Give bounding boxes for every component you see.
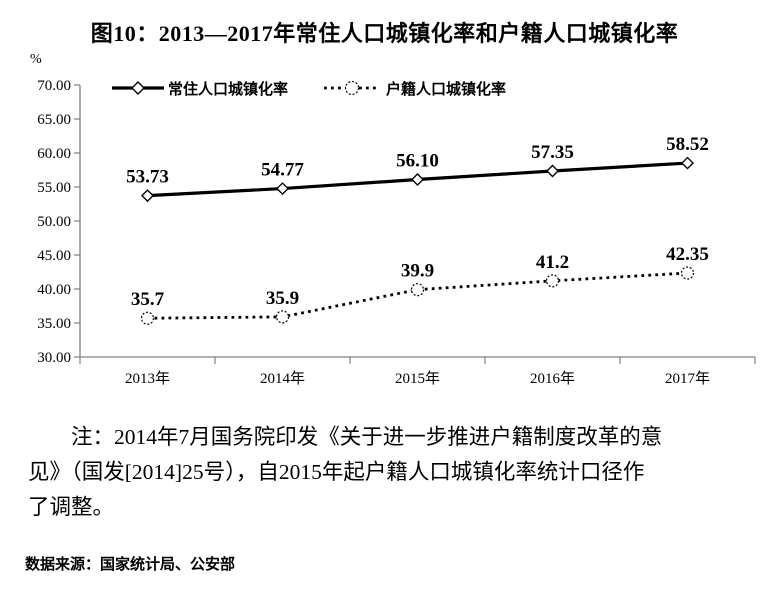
y-tick-label: 45.00 xyxy=(37,248,71,264)
note-line: 注：2014年7月国务院印发《关于进一步推进户籍制度改革的意 xyxy=(71,425,663,449)
circle-marker xyxy=(140,311,155,325)
circle-marker xyxy=(545,274,560,288)
data-label: 56.10 xyxy=(396,151,439,172)
y-axis-unit-label: % xyxy=(30,52,42,67)
circle-marker xyxy=(275,310,290,324)
y-tick-label: 55.00 xyxy=(37,180,71,196)
circle-marker xyxy=(680,266,695,280)
data-label: 57.35 xyxy=(531,142,574,163)
legend-label-resident: 常住人口城镇化率 xyxy=(168,80,288,98)
note-line: 了调整。 xyxy=(28,495,115,519)
x-tick-label: 2013年 xyxy=(125,370,170,387)
y-tick-label: 30.00 xyxy=(37,350,71,366)
diamond-marker xyxy=(141,189,154,203)
chart-title: 图10：2013—2017年常住人口城镇化率和户籍人口城镇化率 xyxy=(90,21,679,46)
y-tick-label: 65.00 xyxy=(37,112,71,128)
chart-note: 注：2014年7月国务院印发《关于进一步推进户籍制度改革的意 见》（国发[201… xyxy=(28,420,743,525)
x-tick-label: 2016年 xyxy=(530,370,575,387)
diamond-marker xyxy=(411,173,424,187)
data-source: 数据来源：国家统计局、公安部 xyxy=(25,556,236,573)
data-label: 42.35 xyxy=(666,244,709,265)
chart-svg: % 30.00 35.00 40.00 45.00 50.00 55.00 60.00 65.0… xyxy=(30,52,756,387)
data-label: 58.52 xyxy=(666,134,709,155)
y-tick-label: 60.00 xyxy=(37,146,71,162)
x-tick-label: 2015年 xyxy=(395,370,440,387)
x-tick-label: 2014年 xyxy=(260,370,305,387)
legend: 常住人口城镇化率 户籍人口城镇化率 xyxy=(112,80,506,98)
data-label: 41.2 xyxy=(536,252,569,273)
y-axis: 30.00 35.00 40.00 45.00 50.00 55.00 60.00 65.00… xyxy=(37,78,81,366)
diamond-marker xyxy=(131,81,145,95)
note-line: 见》（国发[2014]25号），自2015年起户籍人口城镇化率统计口径作 xyxy=(28,460,645,484)
circle-marker xyxy=(344,80,360,96)
diamond-marker xyxy=(681,156,694,170)
y-tick-label: 50.00 xyxy=(37,214,71,230)
y-tick-label: 40.00 xyxy=(37,282,71,298)
legend-label-hukou: 户籍人口城镇化率 xyxy=(386,80,506,98)
data-label: 54.77 xyxy=(261,160,304,181)
data-label: 35.9 xyxy=(266,288,299,309)
series-hukou: 35.7 35.9 39.9 41.2 42.35 xyxy=(131,244,709,325)
diamond-marker xyxy=(276,182,289,196)
y-tick-label: 70.00 xyxy=(37,78,71,94)
data-label: 39.9 xyxy=(401,261,434,282)
diamond-marker xyxy=(546,164,559,178)
series-resident: 53.73 54.77 56.10 57.35 58.52 xyxy=(126,134,709,203)
x-axis: 2013年 2014年 2015年 2016年 2017年 xyxy=(79,356,756,387)
x-tick-label: 2017年 xyxy=(665,370,710,387)
y-tick-label: 35.00 xyxy=(37,316,71,332)
data-label: 35.7 xyxy=(131,289,165,310)
data-label: 53.73 xyxy=(126,167,169,188)
circle-marker xyxy=(410,283,425,297)
